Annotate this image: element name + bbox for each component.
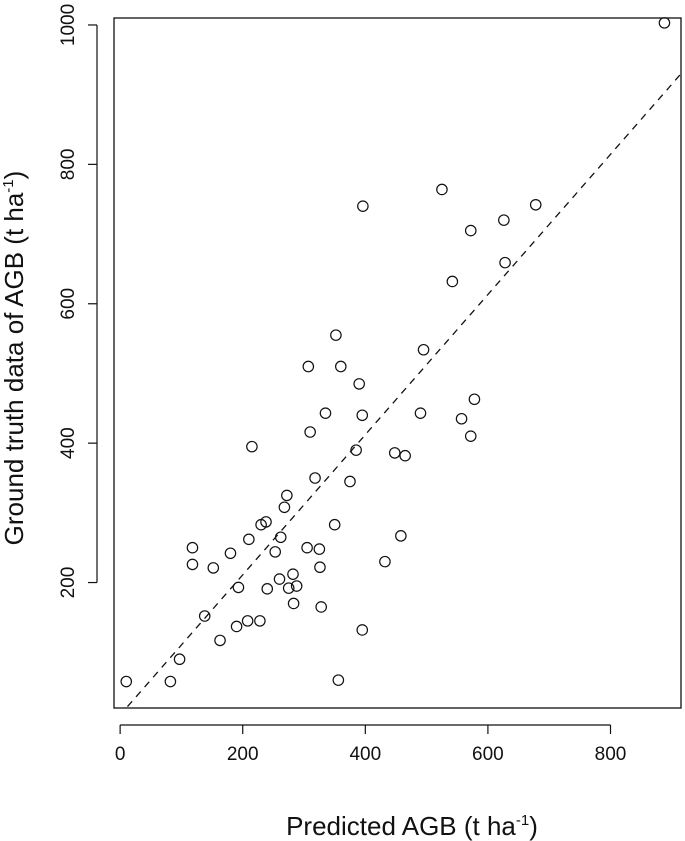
data-point [290,580,303,592]
data-point [417,343,430,356]
data-point [198,610,211,622]
data-point [302,360,315,373]
data-point [319,407,332,419]
fit-line [126,73,682,708]
data-point [278,501,291,514]
data-point [529,198,542,211]
data-point [287,597,300,610]
data-point [254,615,266,627]
data-point [455,412,468,425]
data-point [414,407,427,419]
data-point [224,547,237,560]
data-point [357,200,369,212]
data-point [274,531,287,544]
data-point [314,561,326,574]
data-point [498,214,510,226]
data-point [287,568,299,580]
x-tick-label: 200 [227,744,259,765]
y-axis-title: Ground truth data of AGB (t ha-1) [0,171,29,546]
data-point [313,543,326,555]
y-tick-label: 600 [58,288,79,320]
data-point [399,449,411,462]
data-point [261,583,274,595]
data-point [356,409,369,422]
data-point [395,530,407,542]
data-point [281,489,293,502]
data-point [173,653,186,666]
data-point [388,447,401,459]
data-point [282,582,295,594]
x-tick-label: 400 [349,744,381,765]
data-point [499,256,511,269]
plot-frame [113,17,682,709]
data-point [332,674,345,686]
data-point [207,562,220,574]
x-axis-title-superscript: -1 [516,812,529,829]
data-point [379,555,391,568]
y-tick-label: 400 [58,427,79,459]
data-point [243,533,255,546]
data-point [468,393,481,406]
data-point [232,581,245,594]
data-point [446,275,459,288]
x-axis-title: Predicted AGB (t ha-1) [286,811,538,841]
y-tick-label: 200 [58,567,79,599]
data-point [246,440,258,453]
x-tick-label: 800 [595,744,627,765]
data-point [328,518,341,531]
data-point [269,546,282,558]
x-tick-label: 0 [115,744,126,765]
data-point [309,472,321,484]
data-point [344,475,356,488]
data-point [436,183,448,196]
y-axis-title-superscript: -1 [0,179,17,192]
data-point [301,541,313,554]
data-point [334,360,347,373]
data-point [330,329,342,341]
data-point [658,17,671,29]
y-tick-label: 800 [58,149,79,181]
data-point [304,426,316,438]
data-point [464,224,477,237]
data-point [164,675,177,688]
data-point [120,675,133,688]
data-point [230,620,243,633]
data-point [353,378,365,390]
data-point [464,430,477,442]
data-point [186,541,199,554]
data-point [214,634,226,647]
data-point [356,624,369,636]
y-axis: 200 400 600 800 1000 [58,4,98,599]
y-tick-label: 1000 [58,4,79,46]
data-point [315,601,327,613]
x-tick-label: 600 [472,744,504,765]
x-axis-title-end: ) [529,811,538,841]
data-point [186,558,199,571]
data-point [350,444,362,456]
plot-area [120,17,682,708]
data-point [260,516,272,528]
y-axis-title-end: ) [0,171,29,180]
x-axis: 0 200 400 600 800 [115,724,627,765]
data-point [273,573,286,585]
data-point [241,615,254,627]
